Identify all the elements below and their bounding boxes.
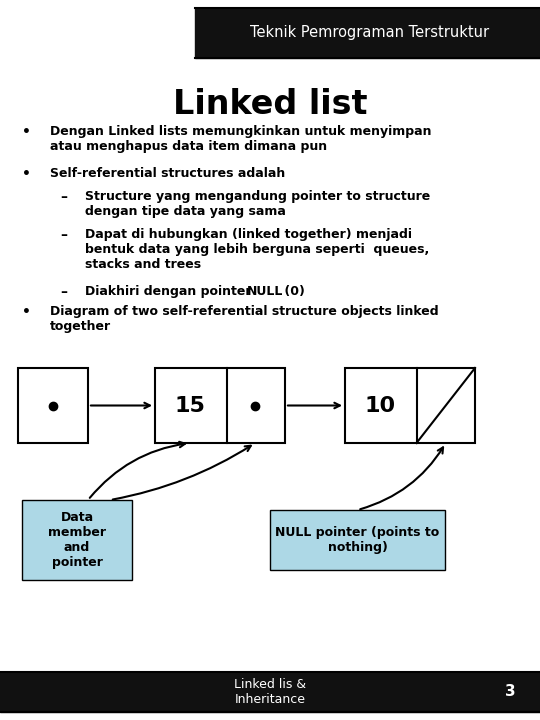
Text: (0): (0)	[280, 285, 305, 298]
Text: –: –	[60, 285, 67, 299]
Bar	[18, 368, 88, 443]
Text: Dengan Linked lists memungkinkan untuk menyimpan
atau menghapus data item dimana: Dengan Linked lists memungkinkan untuk m…	[50, 125, 431, 153]
Text: –: –	[60, 228, 67, 242]
Text: NULL pointer (points to
nothing): NULL pointer (points to nothing)	[275, 526, 440, 554]
Bar	[195, 8, 540, 58]
Text: Linked lis &
Inheritance: Linked lis & Inheritance	[234, 678, 306, 706]
Text: Diagram of two self-referential structure objects linked
together: Diagram of two self-referential structur…	[50, 305, 438, 333]
Text: 15: 15	[174, 395, 206, 415]
Text: •: •	[22, 167, 31, 181]
Bar	[22, 500, 132, 580]
Text: Teknik Pemrograman Terstruktur: Teknik Pemrograman Terstruktur	[251, 25, 490, 40]
Text: Dapat di hubungkan (linked together) menjadi
bentuk data yang lebih berguna sepe: Dapat di hubungkan (linked together) men…	[85, 228, 429, 271]
Text: Structure yang mengandung pointer to structure
dengan tipe data yang sama: Structure yang mengandung pointer to str…	[85, 190, 430, 218]
Text: Data
member
and
pointer: Data member and pointer	[48, 511, 106, 569]
Bar	[270, 510, 445, 570]
Text: NULL: NULL	[247, 285, 284, 298]
Text: Self-referential structures adalah: Self-referential structures adalah	[50, 167, 285, 180]
Text: •: •	[22, 125, 31, 139]
Text: •: •	[22, 305, 31, 319]
Bar	[345, 368, 475, 443]
Text: 3: 3	[505, 685, 515, 700]
Bar	[155, 368, 285, 443]
Text: Linked list: Linked list	[173, 88, 367, 121]
Text: 10: 10	[364, 395, 396, 415]
Text: –: –	[60, 190, 67, 204]
Bar	[0, 672, 540, 712]
Text: Diakhiri dengan pointer: Diakhiri dengan pointer	[85, 285, 260, 298]
